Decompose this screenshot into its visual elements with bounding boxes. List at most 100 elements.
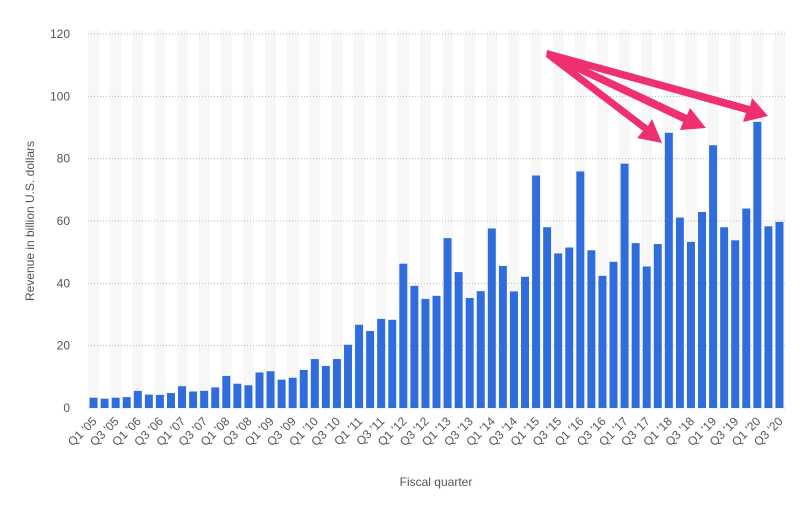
bar	[266, 371, 275, 408]
stripe	[287, 30, 299, 408]
y-tick-label: 120	[50, 27, 70, 41]
y-tick-label: 20	[57, 339, 71, 353]
bar	[620, 163, 629, 408]
bar	[211, 387, 220, 408]
stripe	[132, 30, 144, 408]
arrow	[546, 51, 662, 143]
bar	[443, 238, 452, 408]
stripe	[685, 30, 697, 408]
stripe	[729, 30, 741, 408]
bar	[399, 263, 408, 408]
bar	[189, 391, 198, 408]
bar	[720, 227, 729, 408]
bar	[509, 291, 518, 408]
stripe	[397, 30, 409, 408]
y-tick-label: 60	[57, 214, 71, 228]
bar	[388, 319, 397, 408]
bar	[487, 228, 496, 408]
stripe	[220, 30, 232, 408]
stripe	[242, 30, 254, 408]
bar	[89, 397, 98, 408]
bar	[133, 390, 142, 408]
bar	[653, 244, 662, 408]
stripe	[176, 30, 188, 408]
bar	[498, 265, 507, 408]
stripe	[331, 30, 343, 408]
bar	[111, 397, 120, 408]
stripe	[110, 30, 122, 408]
bar	[664, 132, 673, 408]
x-axis-title: Fiscal quarter	[400, 475, 473, 489]
bar	[344, 344, 352, 408]
bar	[277, 379, 286, 408]
bar	[454, 272, 463, 408]
bar	[642, 266, 651, 408]
bar	[299, 369, 308, 408]
bar	[366, 331, 375, 408]
bar	[222, 375, 231, 408]
stripe	[375, 30, 387, 408]
stripe	[419, 30, 431, 408]
bar	[709, 145, 718, 408]
bar	[200, 390, 209, 408]
bar	[355, 324, 364, 408]
bar	[244, 385, 253, 408]
stripe	[353, 30, 365, 408]
bar	[100, 398, 109, 408]
bar	[233, 383, 242, 408]
bar	[609, 261, 618, 408]
stripe	[198, 30, 210, 408]
y-tick-label: 80	[57, 152, 71, 166]
stripe	[154, 30, 166, 408]
stripe	[309, 30, 321, 408]
bar	[166, 393, 175, 408]
bar	[753, 121, 762, 408]
bar	[377, 318, 386, 408]
bar	[421, 298, 430, 408]
bar	[587, 250, 596, 408]
stripe	[265, 30, 277, 408]
arrow	[546, 50, 706, 130]
bar	[332, 359, 341, 408]
bar	[631, 243, 640, 408]
stripe	[508, 30, 520, 408]
stripe	[442, 30, 454, 408]
bar	[521, 276, 529, 408]
bar	[554, 253, 563, 408]
y-tick-label: 0	[63, 401, 70, 415]
bar	[764, 226, 773, 408]
bar	[742, 208, 751, 408]
stripe	[641, 30, 653, 408]
bar	[576, 171, 585, 408]
bar	[288, 377, 297, 408]
stripe	[596, 30, 608, 408]
y-axis-title: Revenue in billion U.S. dollars	[23, 141, 37, 301]
bar	[675, 217, 684, 408]
stripe	[552, 30, 564, 408]
y-tick-label: 100	[50, 89, 70, 103]
bar	[432, 295, 441, 408]
annotation-arrows	[546, 50, 768, 143]
y-tick-label: 40	[57, 276, 71, 290]
stripe	[486, 30, 498, 408]
bar	[310, 359, 319, 408]
bar	[686, 241, 695, 408]
arrow	[546, 50, 768, 122]
bar	[155, 394, 164, 408]
bar	[565, 247, 574, 408]
bar	[122, 397, 131, 408]
stripe	[773, 30, 785, 408]
bar	[532, 175, 541, 408]
bar	[476, 291, 485, 408]
bar	[698, 211, 707, 408]
bar	[543, 227, 552, 408]
bar	[731, 240, 740, 408]
stripe	[88, 30, 100, 408]
bar	[178, 386, 187, 408]
bar	[598, 275, 607, 408]
bar	[410, 285, 419, 408]
bar	[321, 365, 330, 408]
stripe	[464, 30, 476, 408]
bar	[144, 394, 153, 408]
